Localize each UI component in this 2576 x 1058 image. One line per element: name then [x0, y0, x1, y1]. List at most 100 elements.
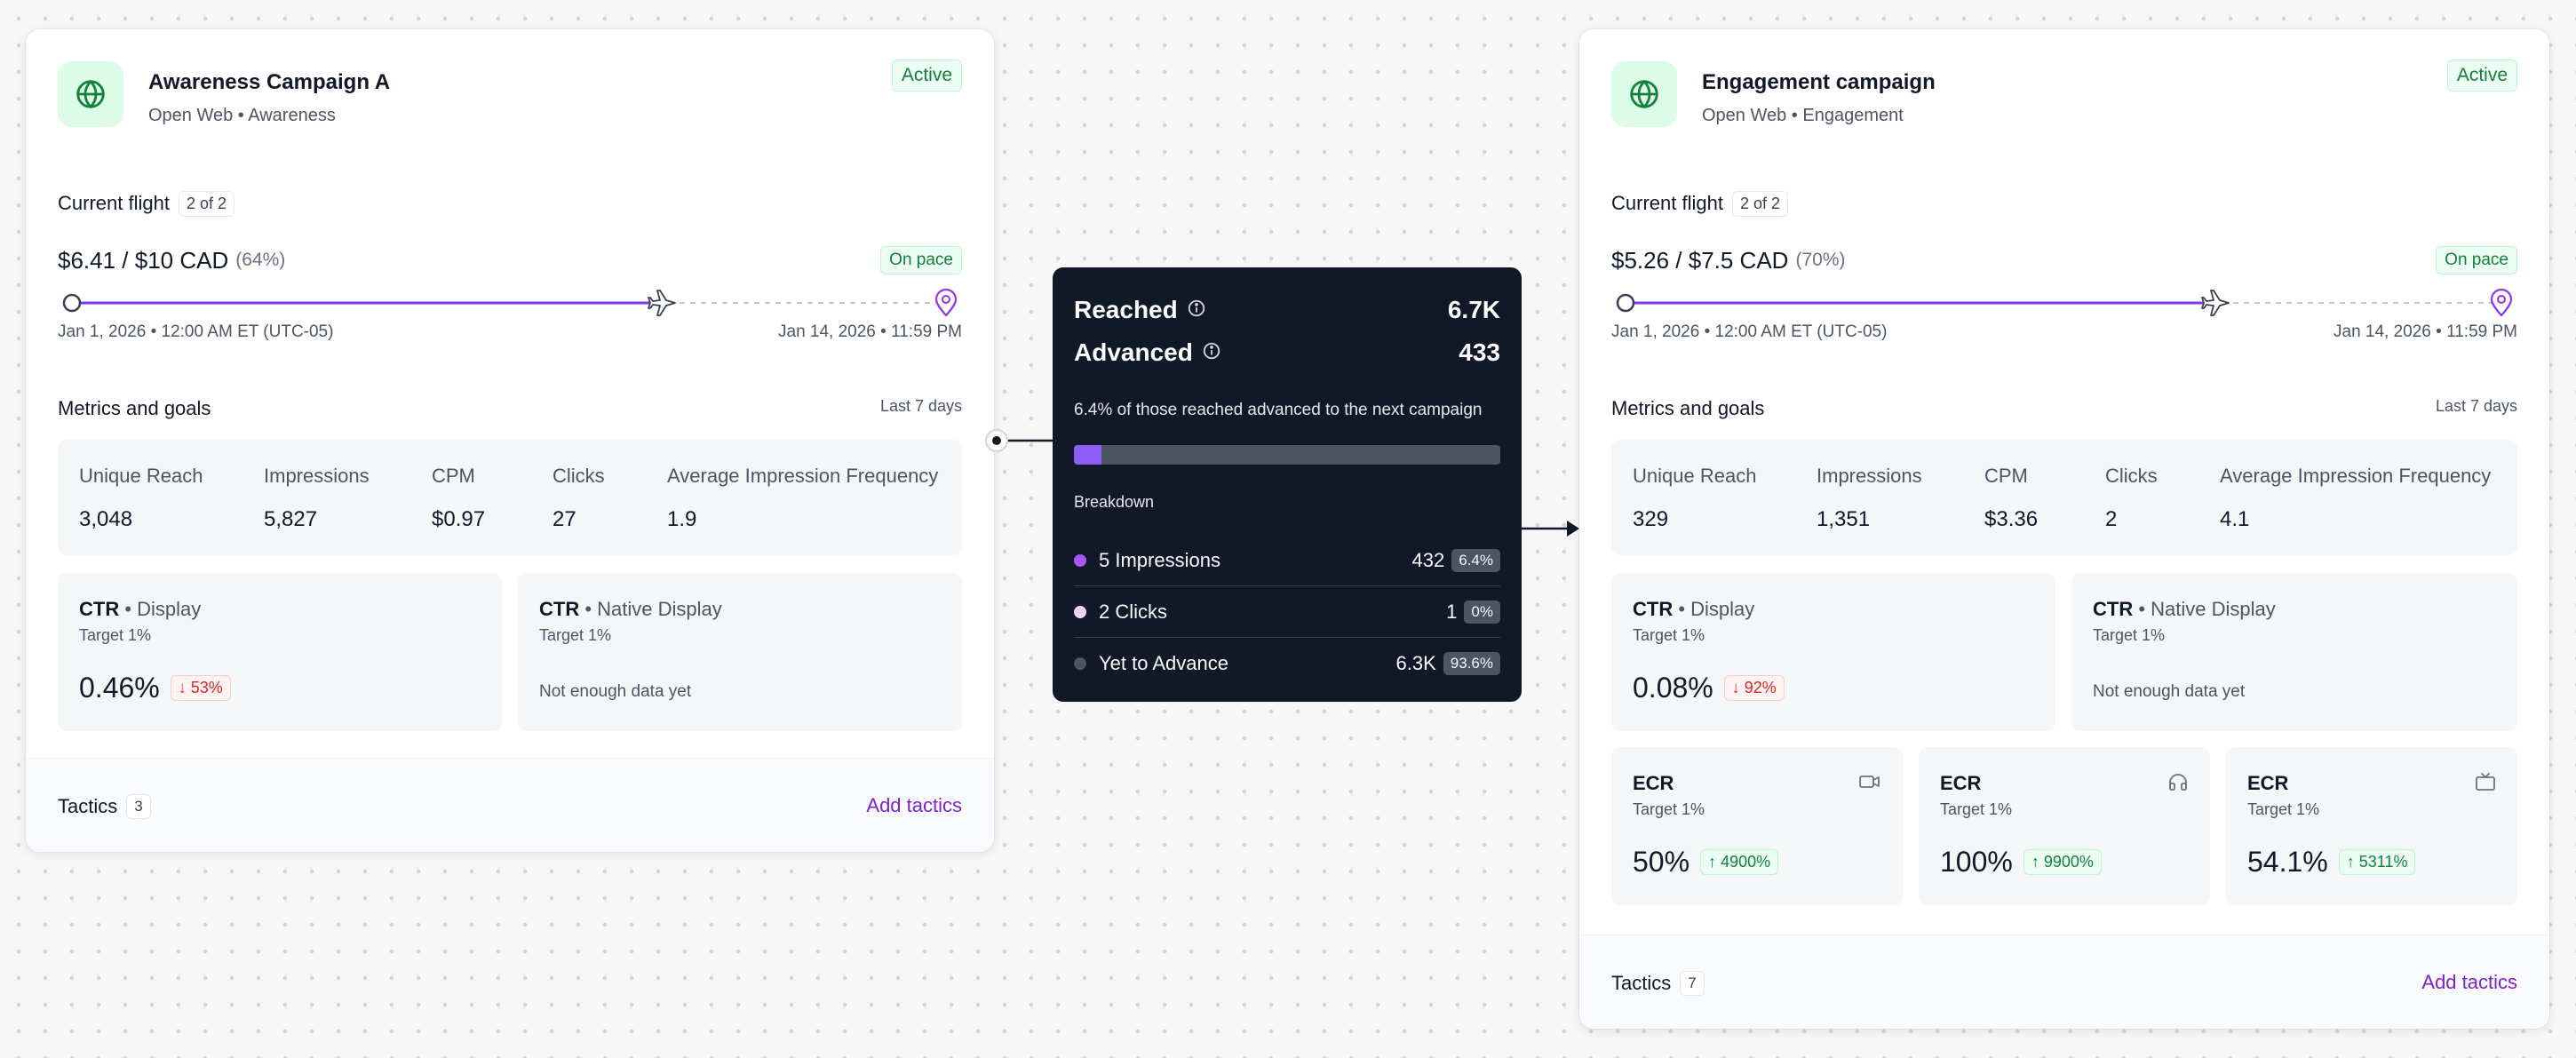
- breakdown-item: 2 Clicks 1 0%: [1074, 586, 1500, 638]
- breakdown-list: 5 Impressions 432 6.4% 2 Clicks 1 0% Yet…: [1074, 535, 1500, 689]
- campaign-header: Engagement campaign Open Web • Engagemen…: [1611, 29, 2517, 187]
- metric-cpm: CPM $3.36: [1984, 465, 2038, 532]
- metric-label: Average Impression Frequency: [2220, 465, 2492, 487]
- goal-channel: • Native Display: [584, 598, 722, 620]
- campaign-title[interactable]: Engagement campaign: [1702, 70, 1936, 94]
- metrics-header: Metrics and goals Last 7 days: [58, 394, 962, 429]
- legend-dot-icon: [1074, 605, 1086, 618]
- breakdown-label: Yet to Advance: [1099, 652, 1228, 674]
- budget-spend: $6.41 / $10 CAD: [58, 246, 229, 274]
- airplane-icon: [648, 290, 676, 316]
- info-icon[interactable]: [1202, 341, 1221, 365]
- goal-target: Target 1%: [79, 626, 152, 644]
- metric-clicks: Clicks 2: [2105, 465, 2158, 532]
- start-date: Jan 1, 2026 • 12:00 AM ET (UTC-05): [1611, 322, 1888, 341]
- metric-avg-frequency: Average Impression Frequency 4.1: [2220, 465, 2491, 532]
- metric-label: Impressions: [1817, 465, 1922, 487]
- breakdown-value: 432: [1411, 548, 1445, 571]
- metrics-header: Metrics and goals Last 7 days: [1611, 394, 2517, 429]
- goal-metric: CTR: [1633, 598, 1674, 620]
- metric-value: 27: [553, 507, 576, 531]
- metric-impressions: Impressions 5,827: [264, 465, 370, 532]
- reached-row: Reached 6.7K: [1074, 289, 1500, 331]
- info-icon[interactable]: [1187, 298, 1206, 322]
- goal-tile-ctr-native[interactable]: CTR • Native Display Target 1% Not enoug…: [2071, 573, 2517, 731]
- flight-timeline: [1611, 287, 2517, 319]
- metrics-summary: Unique Reach 329 Impressions 1,351 CPM $…: [1611, 440, 2517, 555]
- delta-value: 92%: [1744, 679, 1777, 696]
- current-flight: Current flight 2 of 2: [58, 187, 962, 219]
- campaign-card-awareness[interactable]: Awareness Campaign A Open Web • Awarenes…: [26, 29, 994, 852]
- tactics-label: Tactics: [58, 795, 118, 817]
- delta-badge: ↓ 53%: [170, 675, 231, 701]
- breakdown-percent: 0%: [1464, 600, 1500, 624]
- breakdown-value: 1: [1446, 600, 1458, 623]
- arrowhead-icon: [1567, 521, 1579, 537]
- metrics-title: Metrics and goals: [58, 397, 211, 419]
- start-dot-icon: [1616, 293, 1635, 313]
- goal-title: CTR • Display: [1633, 598, 2034, 621]
- campaign-header: Awareness Campaign A Open Web • Awarenes…: [58, 29, 962, 187]
- breakdown-value: 6.3K: [1395, 652, 1436, 674]
- goal-tile-ctr-display[interactable]: CTR • Display Target 1% 0.46% ↓ 53%: [58, 573, 502, 731]
- goal-title: ECR: [2247, 772, 2496, 795]
- goal-tile-ctr-native[interactable]: CTR • Native Display Target 1% Not enoug…: [518, 573, 962, 731]
- goal-tiles: CTR • Display Target 1% 0.08% ↓ 92% CTR …: [1611, 573, 2517, 731]
- metric-value: 2: [2105, 507, 2118, 531]
- budget-row: $6.41 / $10 CAD (64%) On pace: [58, 234, 962, 287]
- goal-tile-ecr-video[interactable]: ECR Target 1% 50% ↑ 4900%: [1611, 747, 1903, 905]
- goal-title: CTR • Display: [79, 598, 481, 621]
- metric-label: Unique Reach: [1633, 465, 1757, 487]
- goal-target: Target 1%: [539, 626, 612, 644]
- metric-label: Average Impression Frequency: [667, 465, 939, 487]
- budget-percent: (64%): [235, 250, 286, 270]
- goal-value: 0.08%: [1633, 672, 1713, 704]
- flight-dates: Jan 1, 2026 • 12:00 AM ET (UTC-05) Jan 1…: [58, 319, 962, 347]
- advancement-popover: Reached 6.7K Advanced 433 6.4% of those …: [1053, 267, 1522, 702]
- goal-note: Not enough data yet: [2093, 682, 2246, 701]
- campaign-title[interactable]: Awareness Campaign A: [148, 70, 391, 94]
- flight-dates: Jan 1, 2026 • 12:00 AM ET (UTC-05) Jan 1…: [1611, 319, 2517, 347]
- metric-label: CPM: [432, 465, 475, 487]
- metrics-range[interactable]: Last 7 days: [879, 397, 962, 415]
- metric-label: Unique Reach: [79, 465, 203, 487]
- metric-unique-reach: Unique Reach 329: [1633, 465, 1756, 532]
- breakdown-item: 5 Impressions 432 6.4%: [1074, 535, 1500, 586]
- goal-value: 50%: [1633, 846, 1690, 878]
- goal-target: Target 1%: [2093, 626, 2166, 644]
- goal-channel: • Display: [1678, 598, 1755, 620]
- goal-title: ECR: [1940, 772, 2189, 795]
- goal-tile-ecr-audio[interactable]: ECR Target 1% 100% ↑ 9900%: [1919, 747, 2210, 905]
- add-tactics-link[interactable]: Add tactics: [2421, 971, 2517, 993]
- advanced-value: 433: [1459, 338, 1500, 366]
- goal-value: 54.1%: [2247, 846, 2328, 878]
- metric-value: 329: [1633, 507, 1669, 531]
- metric-clicks: Clicks 27: [553, 465, 605, 532]
- metric-label: Clicks: [553, 465, 605, 487]
- flight-label: Current flight: [1611, 192, 1723, 214]
- globe-icon: [1611, 61, 1677, 127]
- video-icon: [1858, 772, 1881, 796]
- delta-badge: ↑ 9900%: [2023, 849, 2102, 875]
- metric-value: 1,351: [1817, 507, 1871, 531]
- ecr-tiles: ECR Target 1% 50% ↑ 4900% ECR Target 1% …: [1611, 747, 2517, 905]
- goal-target: Target 1%: [2247, 800, 2320, 818]
- campaign-card-engagement[interactable]: Engagement campaign Open Web • Engagemen…: [1579, 29, 2549, 1029]
- add-tactics-link[interactable]: Add tactics: [866, 794, 962, 816]
- goal-tile-ctr-display[interactable]: CTR • Display Target 1% 0.08% ↓ 92%: [1611, 573, 2055, 731]
- pace-badge: On pace: [2436, 246, 2517, 274]
- tactics-label: Tactics: [1611, 972, 1672, 994]
- goal-tile-ecr-ctv[interactable]: ECR Target 1% 54.1% ↑ 5311%: [2226, 747, 2517, 905]
- metric-unique-reach: Unique Reach 3,048: [79, 465, 203, 532]
- goal-metric: CTR: [79, 598, 120, 620]
- breakdown-percent: 6.4%: [1451, 548, 1500, 572]
- budget-percent: (70%): [1795, 250, 1846, 270]
- delta-value: 53%: [190, 679, 223, 696]
- end-date: Jan 14, 2026 • 11:59 PM: [778, 322, 962, 341]
- breakdown-percent: 93.6%: [1443, 652, 1500, 675]
- campaign-subtitle: Open Web • Engagement: [1702, 106, 1904, 125]
- metrics-range[interactable]: Last 7 days: [2435, 397, 2517, 415]
- delta-value: 4900%: [1721, 853, 1771, 871]
- current-flight: Current flight 2 of 2: [1611, 187, 2517, 219]
- goal-value: 100%: [1940, 846, 2013, 878]
